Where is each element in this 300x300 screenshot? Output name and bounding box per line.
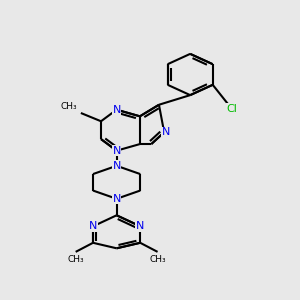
Text: CH₃: CH₃ xyxy=(149,255,166,264)
Text: N: N xyxy=(112,105,121,115)
Text: N: N xyxy=(112,194,121,204)
Text: N: N xyxy=(112,161,121,171)
Text: Cl: Cl xyxy=(226,104,237,114)
Text: N: N xyxy=(89,221,97,231)
Text: N: N xyxy=(136,221,144,231)
Text: CH₃: CH₃ xyxy=(68,255,84,264)
Text: N: N xyxy=(162,127,170,137)
Text: CH₃: CH₃ xyxy=(61,102,77,111)
Text: N: N xyxy=(112,146,121,156)
